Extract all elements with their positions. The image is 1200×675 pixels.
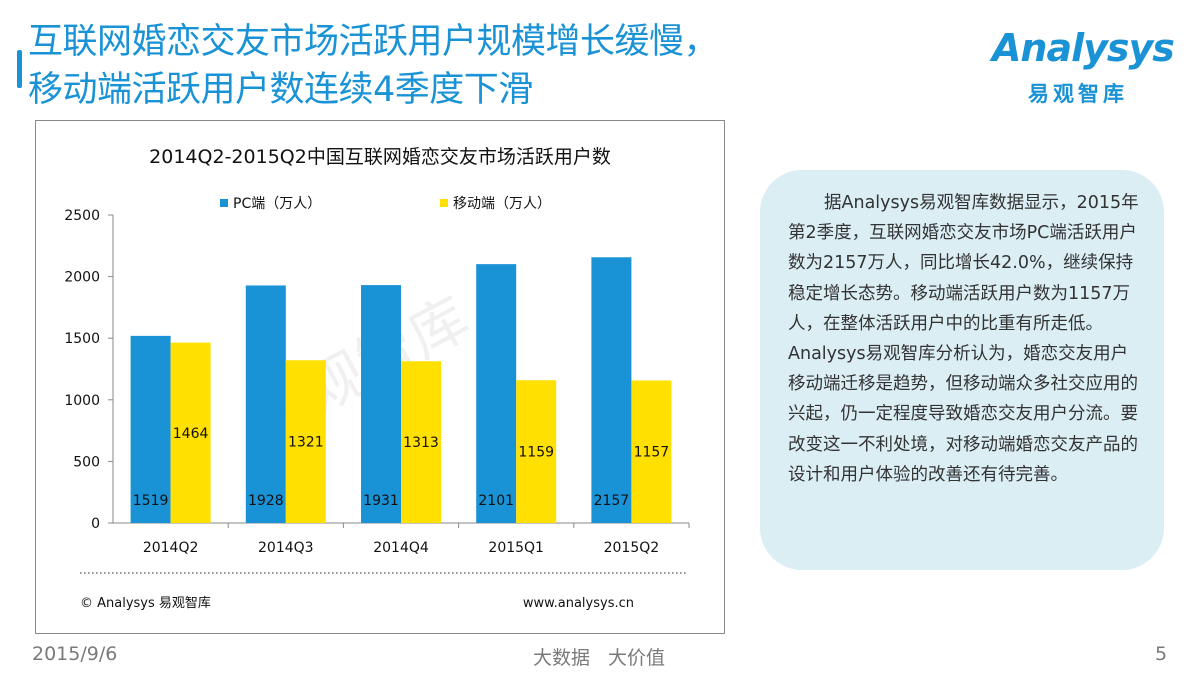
y-tick-label: 1000 <box>64 393 100 409</box>
title-accent-bar <box>17 50 22 88</box>
footer-date: 2015/9/6 <box>32 643 118 665</box>
analysis-paragraph-1: 据Analysys易观智库数据显示，2015年第2季度，互联网婚恋交友市场PC端… <box>788 193 1139 334</box>
bar-pc-2015Q2 <box>591 257 632 523</box>
legend-label-2: 移动端（万人） <box>453 196 551 212</box>
legend-swatch-1 <box>220 199 228 207</box>
bar-pc-2014Q4 <box>361 285 401 523</box>
data-label-mobile-2015Q2: 1157 <box>634 445 670 461</box>
footer-slogan: 大数据 大价值 <box>533 643 665 670</box>
data-label-mobile-2014Q3: 1321 <box>288 435 324 451</box>
x-tick-label-2014Q3: 2014Q3 <box>258 540 314 556</box>
data-label-pc-2014Q3: 1928 <box>248 493 284 509</box>
bar-mobile-2015Q2 <box>631 380 672 523</box>
footer-slogan-2: 大价值 <box>608 647 666 669</box>
bar-pc-2015Q1 <box>476 264 517 523</box>
legend-label-1: PC端（万人） <box>233 196 321 212</box>
source-copyright: © Analysys 易观智库 <box>80 595 211 611</box>
bar-mobile-2015Q1 <box>516 380 557 523</box>
legend-swatch-2 <box>440 199 448 207</box>
footer-slogan-1: 大数据 <box>533 647 591 669</box>
logo-wordmark: Analysys <box>992 26 1175 70</box>
source-url: www.analysys.cn <box>523 596 634 611</box>
y-tick-label: 500 <box>73 454 100 470</box>
bar-mobile-2014Q3 <box>285 360 326 523</box>
data-label-mobile-2014Q2: 1464 <box>173 426 209 442</box>
logo-chinese-name: 易观智库 <box>1028 82 1128 106</box>
data-label-pc-2015Q2: 2157 <box>594 493 630 509</box>
page-title-line-2: 移动端活跃用户数连续4季度下滑 <box>28 70 533 110</box>
page-number: 5 <box>1155 643 1168 665</box>
data-label-pc-2014Q2: 1519 <box>133 493 169 509</box>
chart-frame: 2014Q2-2015Q2中国互联网婚恋交友市场活跃用户数易观智库0500100… <box>35 120 725 634</box>
analysis-paragraph-2: Analysys易观智库分析认为，婚恋交友用户移动端迁移是趋势，但移动端众多社交… <box>788 344 1138 485</box>
y-tick-label: 1500 <box>64 331 100 347</box>
data-label-mobile-2014Q4: 1313 <box>403 435 439 451</box>
analysys-logo: Analysys 易观智库 <box>992 26 1175 106</box>
y-tick-label: 2000 <box>64 270 100 286</box>
x-tick-label-2014Q4: 2014Q4 <box>373 540 429 556</box>
data-label-pc-2014Q4: 1931 <box>363 493 399 509</box>
data-label-pc-2015Q1: 2101 <box>478 493 514 509</box>
chart-title: 2014Q2-2015Q2中国互联网婚恋交友市场活跃用户数 <box>149 146 611 168</box>
data-label-mobile-2015Q1: 1159 <box>518 445 554 461</box>
y-tick-label: 0 <box>91 516 100 532</box>
bar-mobile-2014Q2 <box>170 342 211 523</box>
analysis-textbox: 据Analysys易观智库数据显示，2015年第2季度，互联网婚恋交友市场PC端… <box>760 170 1164 570</box>
y-tick-label: 2500 <box>64 208 100 224</box>
x-tick-label-2015Q2: 2015Q2 <box>604 540 660 556</box>
page-title-line-1: 互联网婚恋交友市场活跃用户规模增长缓慢， <box>28 22 719 62</box>
x-tick-label-2015Q1: 2015Q1 <box>488 540 544 556</box>
page-title: 互联网婚恋交友市场活跃用户规模增长缓慢， 移动端活跃用户数连续4季度下滑 <box>28 18 848 114</box>
bar-pc-2014Q2 <box>130 335 171 523</box>
bar-pc-2014Q3 <box>245 285 286 523</box>
bar-mobile-2014Q4 <box>401 361 441 523</box>
x-tick-label-2014Q2: 2014Q2 <box>143 540 199 556</box>
bar-chart: 2014Q2-2015Q2中国互联网婚恋交友市场活跃用户数易观智库0500100… <box>64 146 690 611</box>
